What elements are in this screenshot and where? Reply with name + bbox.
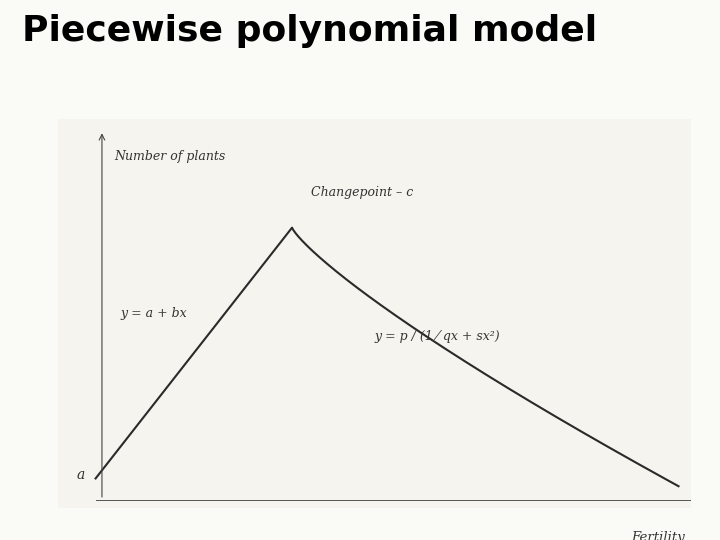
Text: Changepoint – c: Changepoint – c xyxy=(311,186,413,199)
Text: Piecewise polynomial model: Piecewise polynomial model xyxy=(22,14,597,48)
Text: y = p / (1 ⁄ qx + sx²): y = p / (1 ⁄ qx + sx²) xyxy=(374,330,500,343)
Text: a: a xyxy=(76,468,85,482)
Text: Number of plants: Number of plants xyxy=(114,150,226,163)
Text: y = a + bx: y = a + bx xyxy=(121,307,188,320)
Text: Fertility: Fertility xyxy=(631,531,685,540)
